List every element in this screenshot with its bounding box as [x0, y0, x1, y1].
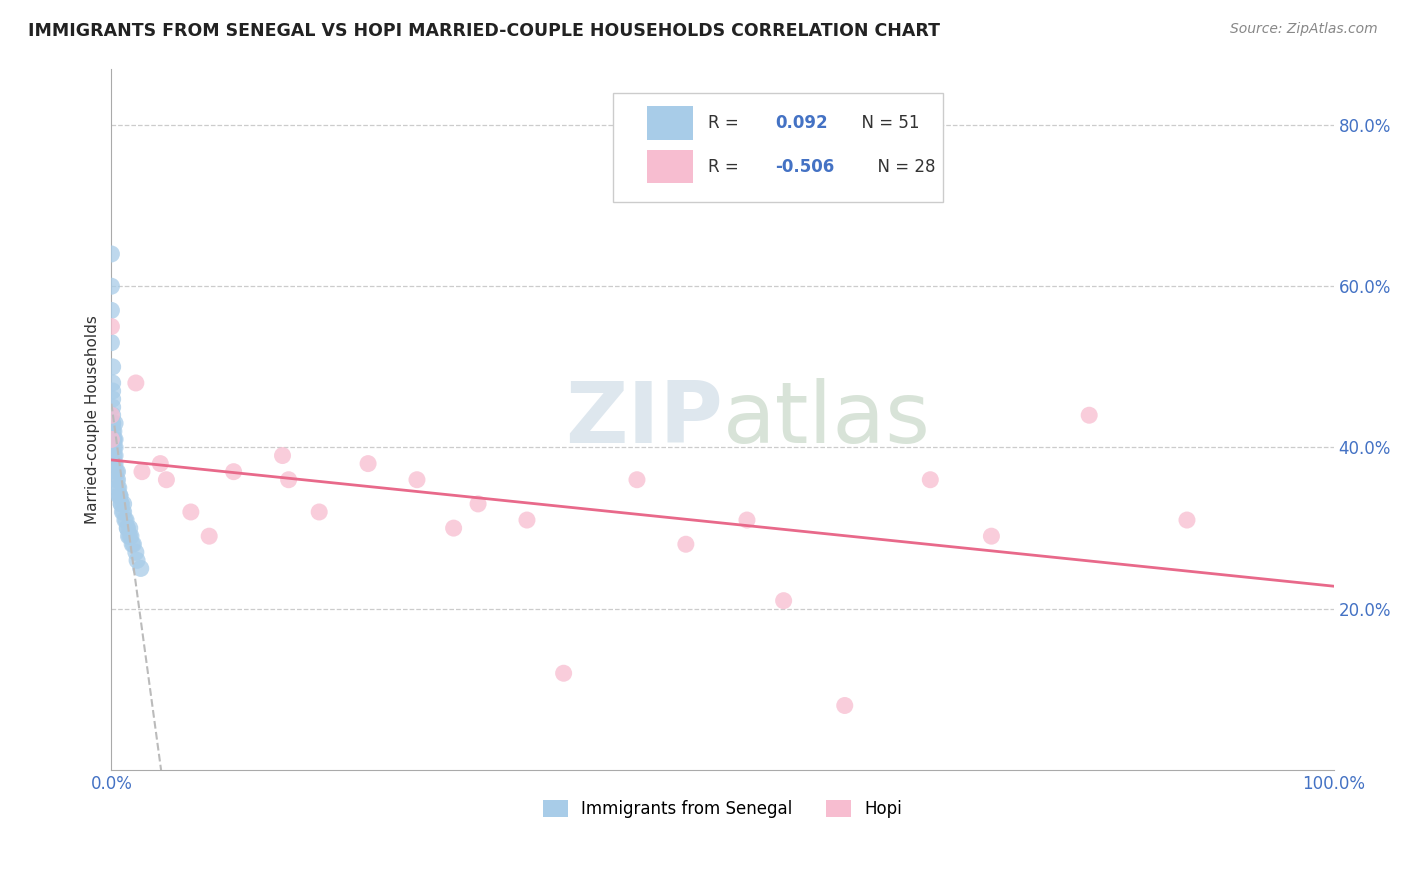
Point	[101, 384, 124, 398]
Point	[103, 433, 125, 447]
Point	[111, 505, 134, 519]
Point	[129, 561, 152, 575]
Point	[155, 473, 177, 487]
Point	[101, 417, 124, 431]
Point	[108, 489, 131, 503]
Point	[103, 433, 125, 447]
Point	[110, 497, 132, 511]
Point	[357, 457, 380, 471]
Point	[117, 521, 139, 535]
Point	[100, 433, 122, 447]
Point	[1175, 513, 1198, 527]
Point	[103, 425, 125, 439]
Point	[100, 247, 122, 261]
Text: IMMIGRANTS FROM SENEGAL VS HOPI MARRIED-COUPLE HOUSEHOLDS CORRELATION CHART: IMMIGRANTS FROM SENEGAL VS HOPI MARRIED-…	[28, 22, 941, 40]
Point	[920, 473, 942, 487]
Point	[100, 279, 122, 293]
Point	[100, 319, 122, 334]
Point	[122, 537, 145, 551]
FancyBboxPatch shape	[613, 93, 942, 202]
Point	[104, 449, 127, 463]
Point	[467, 497, 489, 511]
Y-axis label: Married-couple Households: Married-couple Households	[86, 315, 100, 524]
Legend: Immigrants from Senegal, Hopi: Immigrants from Senegal, Hopi	[536, 793, 908, 825]
Point	[277, 473, 299, 487]
Point	[110, 497, 132, 511]
Point	[149, 457, 172, 471]
Text: atlas: atlas	[723, 377, 931, 461]
Point	[118, 521, 141, 535]
Text: Source: ZipAtlas.com: Source: ZipAtlas.com	[1230, 22, 1378, 37]
Text: -0.506: -0.506	[775, 158, 834, 176]
Point	[308, 505, 330, 519]
Point	[107, 481, 129, 495]
Point	[107, 465, 129, 479]
Point	[131, 465, 153, 479]
Point	[772, 593, 794, 607]
Point	[180, 505, 202, 519]
Point	[125, 553, 148, 567]
Point	[120, 529, 142, 543]
Point	[112, 497, 135, 511]
Point	[118, 529, 141, 543]
Point	[834, 698, 856, 713]
Point	[675, 537, 697, 551]
Point	[107, 473, 129, 487]
Text: 0.092: 0.092	[775, 114, 828, 132]
Text: R =: R =	[707, 114, 744, 132]
Text: N = 28: N = 28	[866, 158, 935, 176]
Point	[114, 513, 136, 527]
Point	[103, 441, 125, 455]
Point	[100, 409, 122, 423]
Point	[222, 465, 245, 479]
Point	[103, 457, 125, 471]
Point	[101, 417, 124, 431]
Point	[198, 529, 221, 543]
Point	[117, 521, 139, 535]
Point	[100, 303, 122, 318]
Bar	[647, 150, 693, 184]
Point	[125, 545, 148, 559]
Point	[443, 521, 465, 535]
Point	[1078, 409, 1101, 423]
Point	[117, 529, 139, 543]
Point	[104, 441, 127, 455]
Text: R =: R =	[707, 158, 744, 176]
Point	[112, 505, 135, 519]
Text: N = 51: N = 51	[851, 114, 920, 132]
Point	[125, 376, 148, 390]
Point	[104, 433, 127, 447]
Point	[100, 335, 122, 350]
Point	[516, 513, 538, 527]
Point	[104, 417, 127, 431]
Point	[101, 400, 124, 414]
Point	[105, 465, 128, 479]
Point	[271, 449, 294, 463]
Point	[107, 489, 129, 503]
Point	[104, 457, 127, 471]
Point	[553, 666, 575, 681]
Point	[101, 409, 124, 423]
Point	[101, 359, 124, 374]
Point	[101, 425, 124, 439]
Point	[121, 537, 143, 551]
Bar	[647, 106, 693, 140]
Point	[406, 473, 429, 487]
Text: ZIP: ZIP	[565, 377, 723, 461]
Point	[108, 489, 131, 503]
Point	[101, 392, 124, 406]
Point	[101, 376, 124, 390]
Point	[103, 449, 125, 463]
Point	[115, 513, 138, 527]
Point	[980, 529, 1002, 543]
Point	[626, 473, 648, 487]
Point	[107, 481, 129, 495]
Point	[105, 473, 128, 487]
Point	[735, 513, 758, 527]
